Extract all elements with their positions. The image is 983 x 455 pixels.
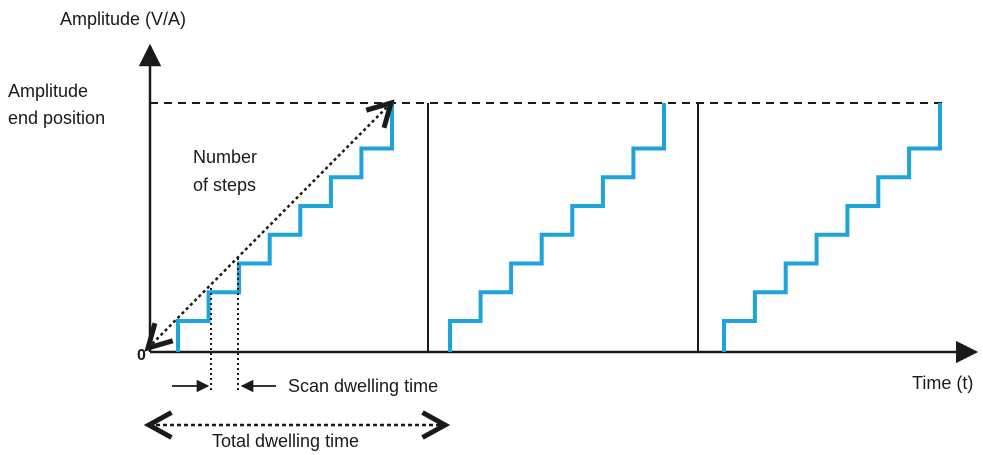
- staircase-period-3: [722, 103, 942, 352]
- steps-diagonal-arrow: [148, 103, 391, 348]
- staircase-period-2: [448, 103, 666, 352]
- amplitude-end-label-line1: Amplitude: [8, 81, 88, 101]
- amplitude-end-label-line2: end position: [8, 108, 105, 128]
- x-axis-label: Time (t): [912, 373, 973, 393]
- scan-dwell-label: Scan dwelling time: [288, 376, 438, 396]
- origin-label: 0: [137, 347, 146, 364]
- y-axis-label: Amplitude (V/A): [60, 9, 186, 29]
- steps-label-line2: of steps: [193, 175, 256, 195]
- steps-label-line1: Number: [193, 147, 257, 167]
- total-dwell-label: Total dwelling time: [212, 431, 359, 451]
